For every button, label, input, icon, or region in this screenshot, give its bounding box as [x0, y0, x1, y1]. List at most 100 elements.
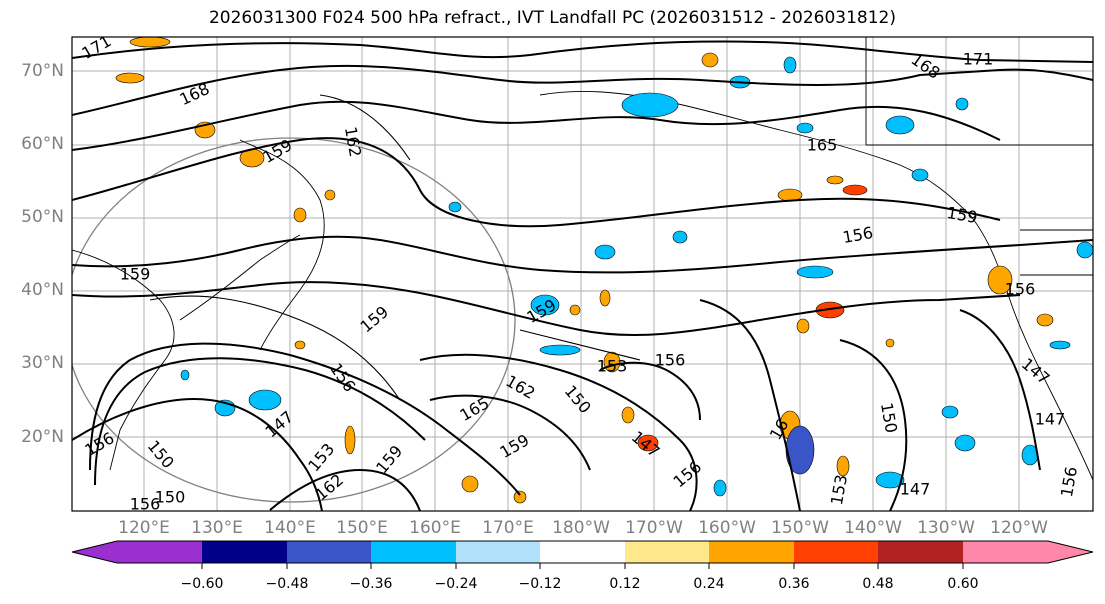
colorbar	[71, 540, 1094, 569]
colorbar-label-neg048: −0.48	[265, 576, 309, 592]
colorbar-segment-2	[287, 541, 371, 563]
contour-label: 171	[963, 50, 994, 69]
ivt-blob-9	[955, 97, 969, 111]
ivt-blob-27	[1036, 313, 1054, 327]
colorbar-label-neg036: −0.36	[349, 576, 393, 592]
colorbar-label-048: 0.48	[862, 576, 894, 592]
lat-label-70n: 70°N	[21, 61, 64, 81]
ivt-blob-36	[637, 434, 659, 452]
contour-165b	[429, 394, 591, 471]
ivt-shading	[115, 37, 1093, 504]
ivt-blob-16	[324, 189, 336, 201]
ivt-blob-22	[530, 294, 560, 316]
colorbar-segment-7	[709, 541, 794, 563]
map-frame	[71, 36, 1094, 512]
lat-label-50n: 50°N	[21, 207, 64, 227]
ivt-blob-23	[599, 289, 611, 307]
kamchatka-kuril-coastline	[239, 139, 325, 351]
lat-label-30n: 30°N	[21, 353, 64, 373]
ivt-blob-0	[129, 37, 171, 48]
contour-150c	[839, 339, 908, 511]
contour-label: 159	[120, 265, 151, 284]
colorbar-label-036: 0.36	[778, 576, 810, 592]
japan-coastline	[179, 234, 301, 321]
lon-label-180w: 180°W	[552, 518, 610, 538]
ivt-blob-26	[987, 265, 1013, 295]
lon-label-150e: 150°E	[336, 518, 388, 538]
contour-153	[419, 353, 698, 511]
lon-label-120e: 120°E	[118, 518, 170, 538]
ivt-blob-47	[180, 369, 190, 381]
contour-label: 147	[1035, 410, 1066, 429]
colorbar-label-neg024: −0.24	[434, 576, 478, 592]
colorbar-extend-high	[1048, 541, 1093, 563]
ivt-blob-49	[294, 340, 306, 350]
ivt-blob-19	[672, 230, 688, 244]
lon-label-170e: 170°E	[482, 518, 534, 538]
contour-156b	[599, 361, 701, 421]
coastlines	[72, 37, 1093, 481]
thin-contour-1	[319, 94, 411, 161]
ivt-blob-11	[842, 184, 868, 196]
contour-label: 156	[1005, 280, 1036, 299]
na-west-coastline	[969, 214, 1093, 481]
ivt-blob-31	[248, 389, 282, 411]
colorbar-segments	[117, 541, 1048, 563]
map-plot-area	[72, 37, 1093, 511]
colorbar-ticks	[201, 563, 964, 569]
contour-label: 156	[130, 495, 161, 514]
landfall-region-ring	[72, 137, 516, 503]
lon-label-140w: 140°W	[844, 518, 902, 538]
canada-border-lines	[865, 37, 1093, 146]
contour-147	[94, 357, 426, 486]
contour-165	[72, 100, 1001, 151]
colorbar-label-060: 0.60	[947, 576, 979, 592]
map-title: 2026031300 F024 500 hPa refract., IVT La…	[208, 8, 896, 28]
contour-label: 153	[597, 357, 628, 376]
ivt-blob-34	[513, 490, 527, 504]
lon-label-140e: 140°E	[264, 518, 316, 538]
ivt-blob-18	[594, 244, 616, 260]
thin-contour-3	[519, 329, 641, 361]
colorbar-label-neg012: −0.12	[518, 576, 562, 592]
contour-label: 150	[155, 488, 186, 507]
contour-150b	[699, 299, 801, 511]
colorbar-segment-3	[371, 541, 456, 563]
ivt-blob-24	[569, 304, 581, 316]
lat-label-20n: 20°N	[21, 427, 64, 447]
ivt-blob-38	[713, 479, 727, 497]
colorbar-extend-low	[72, 541, 117, 563]
contour-156c	[72, 398, 323, 511]
colorbar-label-024: 0.24	[693, 576, 725, 592]
contour-159	[72, 235, 1093, 274]
lat-label-60n: 60°N	[21, 134, 64, 154]
ivt-blob-33	[461, 475, 479, 493]
contour-label: 165	[807, 136, 838, 155]
ivt-blob-41	[836, 455, 850, 477]
contour-label: 147	[900, 480, 931, 499]
ivt-blob-32	[344, 425, 356, 455]
colorbar-label-012: 0.12	[609, 576, 641, 592]
colorbar-segment-1	[202, 541, 287, 563]
contour-168	[72, 64, 1093, 116]
contour-159b	[269, 468, 421, 511]
ivt-blob-25	[796, 318, 810, 334]
contour-162	[72, 137, 1001, 228]
contour-147b	[959, 309, 1041, 471]
lon-label-120w: 120°W	[990, 518, 1048, 538]
lon-label-160e: 160°E	[409, 518, 461, 538]
colorbar-segment-5	[540, 541, 625, 563]
ivt-blob-20	[796, 265, 834, 279]
ivt-blob-4	[783, 56, 797, 74]
lon-label-130e: 130°E	[191, 518, 243, 538]
refractivity-thin-contours	[149, 94, 641, 401]
ivt-blob-17	[448, 201, 462, 213]
colorbar-segment-10	[963, 541, 1048, 563]
lon-label-170w: 170°W	[625, 518, 683, 538]
ivt-blob-42	[875, 471, 905, 489]
contour-150	[89, 342, 521, 496]
ivt-blob-48	[539, 344, 581, 356]
ivt-blob-46	[885, 338, 895, 348]
colorbar-segment-0	[117, 541, 202, 563]
